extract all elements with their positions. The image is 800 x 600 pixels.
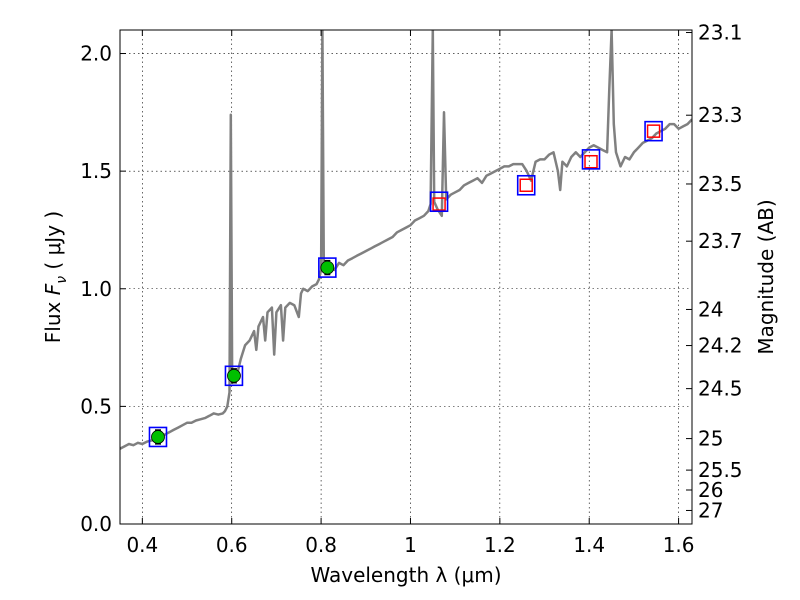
model-band-marker	[148, 426, 168, 448]
model-band-marker	[318, 257, 337, 278]
y2-tick-label: 26	[698, 478, 723, 502]
y-tick-label: 1.5	[80, 159, 112, 183]
y2-tick-label: 24	[698, 297, 723, 321]
y2-tick-label: 24.5	[698, 377, 743, 401]
y2-tick-label: 23.3	[698, 103, 743, 127]
y-tick-label: 0.0	[80, 512, 112, 536]
y-tick-label: 2.0	[80, 42, 112, 66]
upper-limit-marker	[584, 154, 598, 169]
tick-labels: 0.4 0.6 0.8 1 1.2 1.4 1.6 0.0 0.5 1.0 1.5 2.0 23.1 23…	[80, 21, 742, 557]
y2-tick-label: 25.5	[698, 458, 743, 482]
model-band-marker	[516, 174, 536, 196]
y2-tick-label: 24.2	[698, 334, 743, 358]
detection-point	[151, 430, 165, 444]
upper-limit-marker	[432, 197, 446, 211]
model-band-marker	[581, 149, 601, 170]
photometry-markers	[148, 120, 663, 448]
y2-tick-label: 23.7	[698, 229, 743, 253]
spectrum-group	[120, 30, 692, 450]
y-axis-title: Flux Fν ( μJy )	[41, 211, 70, 343]
grid-lines	[120, 30, 692, 525]
upper-limit-marker	[646, 124, 661, 138]
detection-point	[227, 368, 241, 383]
y2-tick-label: 27	[698, 498, 723, 522]
axis-ticks	[120, 30, 692, 525]
x-tick-label: 1.2	[484, 533, 516, 557]
y2-tick-label: 25	[698, 427, 723, 451]
upper-limit-marker	[519, 178, 533, 193]
y2-tick-label: 23.1	[698, 21, 743, 45]
model-band-marker	[644, 120, 663, 142]
detection-point	[320, 260, 335, 275]
x-tick-label: 0.8	[305, 533, 337, 557]
spectrum-line	[120, 30, 692, 450]
x-tick-label: 1.6	[663, 533, 695, 557]
x-tick-label: 0.4	[126, 533, 158, 557]
plot-frame	[119, 29, 693, 525]
x-tick-label: 1	[404, 533, 417, 557]
model-band-marker	[429, 191, 449, 213]
x-tick-label: 1.4	[573, 533, 605, 557]
y2-tick-label: 23.5	[698, 172, 743, 196]
x-axis-title: Wavelength λ (μm)	[310, 563, 501, 587]
model-band-marker	[224, 365, 244, 387]
y-tick-label: 1.0	[80, 277, 112, 301]
x-tick-label: 0.6	[216, 533, 248, 557]
y2-axis-title: Magnitude (AB)	[754, 199, 778, 354]
y-tick-label: 0.5	[80, 394, 112, 418]
